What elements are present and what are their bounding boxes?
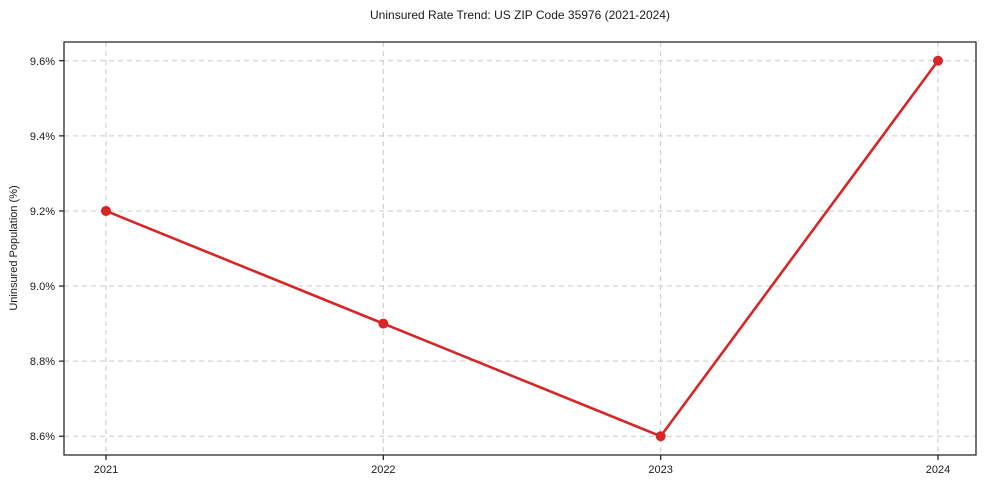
plot-frame [63,41,977,456]
data-point [655,431,666,442]
data-point [933,55,943,66]
grid-lines [64,42,976,455]
x-tick-label: 2024 [926,464,950,476]
trend-line-path [104,59,940,438]
data-points [101,55,943,442]
y-axis-label: Uninsured Population (%) [8,185,20,311]
x-tick-label: 2022 [371,464,395,476]
y-tick-label: 8.8% [30,356,55,368]
y-tick-labels: 8.6% 8.8% 9.0% 9.2% 9.4% 9.6% [30,56,55,443]
x-tick-label: 2021 [94,464,118,476]
trend-line [104,59,940,438]
tick-marks [59,60,939,460]
x-tick-labels: 2021 2022 2023 2024 [94,464,950,476]
y-tick-label: 8.6% [30,431,55,443]
y-tick-label: 9.6% [30,56,55,68]
data-point [378,318,389,329]
y-tick-label: 9.0% [30,281,55,293]
y-tick-label: 9.4% [30,131,55,143]
data-point [101,205,111,216]
y-tick-label: 9.2% [30,206,55,218]
chart-title: Uninsured Rate Trend: US ZIP Code 35976 … [370,8,670,22]
x-tick-label: 2023 [648,464,672,476]
